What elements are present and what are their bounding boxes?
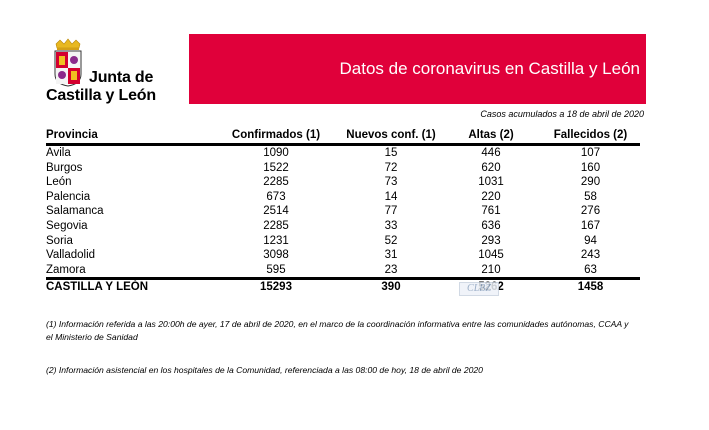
cell-confirmados: 1522 — [263, 161, 289, 174]
total-confirmados: 15293 — [211, 277, 341, 296]
cell-nuevos: 52 — [384, 234, 398, 247]
title-banner: Datos de coronavirus en Castilla y León — [189, 34, 646, 104]
cell-provincia: León — [46, 176, 72, 189]
table-row: Salamanca 2514 77 761 276 — [46, 204, 640, 219]
cell-nuevos: 14 — [384, 190, 398, 203]
cell-altas: 220 — [481, 190, 501, 203]
cell-provincia: Palencia — [46, 190, 91, 203]
watermark-overlay: CLBZ — [459, 282, 499, 296]
cell-nuevos: 77 — [384, 205, 398, 218]
cell-nuevos: 31 — [384, 249, 398, 262]
table-header-row: Provincia Confirmados (1) Nuevos conf. (… — [46, 127, 640, 146]
cell-confirmados: 673 — [266, 190, 286, 203]
cell-altas: 636 — [481, 219, 501, 232]
table-row: León 2285 73 1031 290 — [46, 175, 640, 190]
table-row: Palencia 673 14 220 58 — [46, 190, 640, 205]
cell-altas: 446 — [481, 147, 501, 159]
cell-provincia: Salamanca — [46, 205, 104, 218]
coronavirus-data-table: Provincia Confirmados (1) Nuevos conf. (… — [46, 127, 640, 296]
cell-fallecidos: 94 — [584, 234, 597, 247]
cell-confirmados: 1090 — [263, 147, 289, 159]
cell-nuevos: 73 — [384, 176, 398, 189]
footnote-2: (2) Información asistencial en los hospi… — [46, 365, 483, 375]
table-row: Burgos 1522 72 620 160 — [46, 161, 640, 176]
table-row: Valladolid 3098 31 1045 243 — [46, 248, 640, 263]
table-row: Soria 1231 52 293 94 — [46, 234, 640, 249]
cell-confirmados: 595 — [266, 263, 286, 276]
footnote-1: (1) Información referida a las 20:00h de… — [46, 319, 629, 342]
cell-fallecidos: 243 — [580, 249, 601, 262]
cell-provincia: Avila — [46, 147, 71, 159]
cell-altas: 1031 — [478, 176, 504, 189]
cell-fallecidos: 160 — [580, 161, 601, 174]
cell-fallecidos: 107 — [580, 147, 601, 159]
cell-nuevos: 15 — [384, 147, 398, 159]
cell-provincia: Valladolid — [46, 249, 96, 262]
total-fallecidos: 1458 — [541, 277, 640, 296]
table-total-row: CASTILLA Y LEÓN 15293 390 5262 1458 — [46, 277, 640, 296]
total-label: CASTILLA Y LEÓN — [46, 277, 211, 296]
cell-fallecidos: 167 — [580, 219, 601, 232]
total-nuevos: 390 — [341, 277, 441, 296]
cell-altas: 210 — [481, 263, 501, 276]
cell-fallecidos: 63 — [584, 263, 597, 276]
junta-logo: Junta de Castilla y León — [46, 38, 186, 106]
cell-provincia: Soria — [46, 234, 73, 247]
logo-text-line1: Junta de — [89, 69, 154, 86]
cell-confirmados: 2514 — [263, 205, 289, 218]
cell-altas: 1045 — [478, 249, 504, 262]
cell-altas: 620 — [481, 161, 501, 174]
cell-fallecidos: 276 — [580, 205, 601, 218]
header-altas: Altas (2) — [441, 127, 541, 146]
table-row: Zamora 595 23 210 63 — [46, 263, 640, 279]
logo-text-line2: Castilla y León — [46, 87, 156, 104]
table-row: Segovia 2285 33 636 167 — [46, 219, 640, 234]
cell-nuevos: 72 — [384, 161, 398, 174]
date-subtitle: Casos acumulados a 18 de abril de 2020 — [480, 109, 644, 119]
cell-nuevos: 23 — [384, 263, 398, 276]
header-provincia: Provincia — [46, 127, 211, 146]
cell-confirmados: 1231 — [263, 234, 289, 247]
cell-provincia: Zamora — [46, 263, 86, 276]
cell-nuevos: 33 — [384, 219, 398, 232]
page-title: Datos de coronavirus en Castilla y León — [339, 59, 641, 78]
cell-provincia: Segovia — [46, 219, 88, 232]
cell-provincia: Burgos — [46, 161, 83, 174]
cell-fallecidos: 290 — [580, 176, 601, 189]
cell-altas: 293 — [481, 234, 501, 247]
cell-confirmados: 3098 — [263, 249, 289, 262]
header-fallecidos: Fallecidos (2) — [541, 127, 640, 146]
cell-confirmados: 2285 — [263, 176, 289, 189]
table-row: Avila 1090 15 446 107 — [46, 145, 640, 161]
header-confirmados: Confirmados (1) — [211, 127, 341, 146]
header-nuevos: Nuevos conf. (1) — [341, 127, 441, 146]
cell-confirmados: 2285 — [263, 219, 289, 232]
coat-of-arms-icon — [54, 38, 82, 87]
cell-altas: 761 — [481, 205, 501, 218]
cell-fallecidos: 58 — [584, 190, 597, 203]
